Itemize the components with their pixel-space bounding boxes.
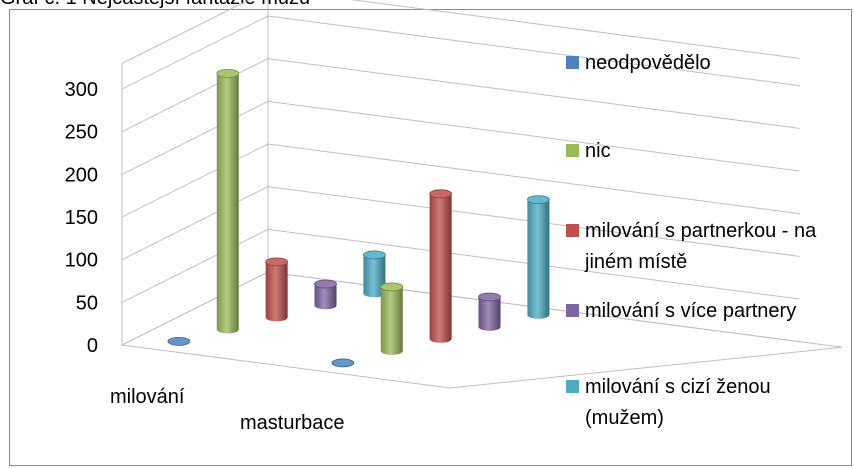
chart-gridlines bbox=[121, 0, 800, 346]
legend-label: nic bbox=[585, 140, 611, 162]
legend-label: milování s partnerkou - na jiném místě bbox=[585, 220, 817, 273]
legend-label: milování s více partnery bbox=[585, 300, 797, 322]
legend-item: milování s více partnery bbox=[566, 296, 845, 327]
y-tick-label: 100 bbox=[65, 250, 98, 272]
bar bbox=[167, 336, 191, 346]
legend-swatch bbox=[566, 224, 579, 237]
legend-item: milování s cizí ženou (mužem) bbox=[566, 372, 845, 434]
bar bbox=[380, 282, 404, 355]
bar bbox=[527, 195, 550, 319]
y-tick-label: 50 bbox=[76, 292, 98, 314]
x-axis-categories: milování masturbace bbox=[110, 386, 345, 434]
bar bbox=[265, 257, 289, 322]
bar bbox=[216, 68, 240, 334]
gridline bbox=[350, 0, 800, 59]
header-text: Graf č. 1 Nejčastější fantazie mužů bbox=[0, 0, 310, 10]
legend-label: milování s cizí ženou (mužem) bbox=[585, 376, 771, 429]
gridline bbox=[121, 100, 800, 175]
legend-label: neodpovědělo bbox=[585, 52, 711, 74]
gridline bbox=[121, 186, 800, 261]
gridline bbox=[121, 58, 800, 133]
y-tick-label: 200 bbox=[65, 164, 98, 186]
chart-bars bbox=[167, 68, 550, 368]
x-category-label: milování bbox=[110, 386, 185, 408]
y-tick-label: 0 bbox=[87, 335, 98, 357]
legend-swatch bbox=[566, 380, 579, 393]
legend-item: neodpovědělo bbox=[566, 48, 845, 79]
legend-swatch bbox=[566, 56, 579, 69]
bar bbox=[362, 250, 386, 298]
left-wall bbox=[121, 0, 269, 346]
bar bbox=[331, 358, 355, 368]
gridline bbox=[121, 15, 800, 90]
x-category-label: masturbace bbox=[240, 412, 345, 434]
gridline bbox=[121, 143, 800, 218]
bar bbox=[429, 189, 453, 343]
y-tick-label: 250 bbox=[65, 122, 98, 144]
legend-swatch bbox=[566, 304, 579, 317]
y-tick-label: 150 bbox=[65, 207, 98, 229]
legend-swatch bbox=[566, 144, 579, 157]
bar bbox=[478, 292, 501, 331]
y-tick-label: 300 bbox=[65, 79, 98, 101]
y-axis-ticks: 0 50 100 150 200 250 300 bbox=[65, 79, 98, 357]
bar bbox=[314, 279, 337, 310]
legend-item: milování s partnerkou - na jiném místě bbox=[566, 216, 845, 278]
gridline bbox=[121, 228, 800, 303]
legend-item: nic bbox=[566, 136, 845, 167]
